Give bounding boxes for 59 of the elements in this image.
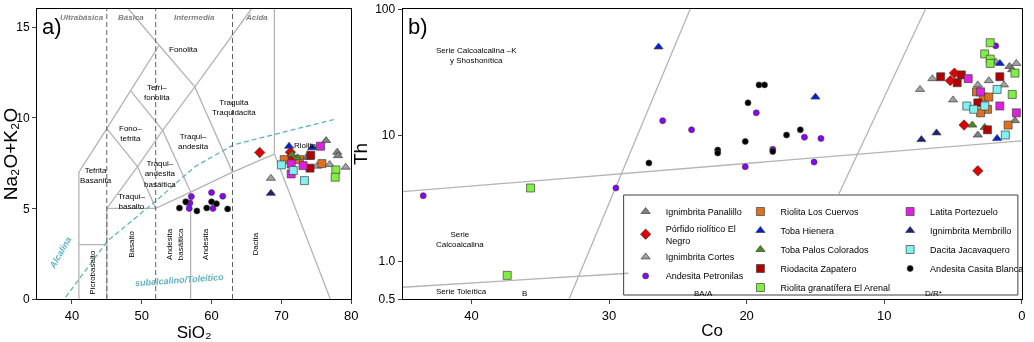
y-axis-title: Th <box>350 142 371 166</box>
legend-label: Ignimbrita Panalillo <box>665 207 742 218</box>
legend-label: Ignimbrita Cortes <box>665 252 735 263</box>
annotation: Serie Calcoalcalina <box>436 230 485 250</box>
annotation: Serie Calcoalcalina –K y Shoshonítica <box>436 46 518 66</box>
y-tick-label: 0 <box>22 292 30 307</box>
legend-label: Riolita Los Cuervos <box>780 207 859 218</box>
x-tick-label: 60 <box>204 307 219 323</box>
annotation: Ultrabásica <box>60 13 104 22</box>
x-tick-label: 80 <box>344 307 359 323</box>
annotation: Basalto <box>126 230 136 258</box>
x-tick-label: 50 <box>134 307 149 323</box>
legend-label: Ignimbrita Membrillo <box>930 226 1012 237</box>
legend-label: Andesita Petronilas <box>665 271 744 282</box>
x-tick-label: 0 <box>1018 307 1026 323</box>
x-tick-label: 70 <box>274 307 289 323</box>
x-tick-label: 40 <box>64 307 80 323</box>
y-tick-label: 5 <box>22 201 30 216</box>
x-tick-label: 30 <box>601 307 617 323</box>
legend-label: Toba Hienera <box>780 226 834 237</box>
x-tick-label: 40 <box>464 307 479 323</box>
x-axis-title: SiO₂ <box>176 322 212 342</box>
y-tick-label: 10 <box>381 128 396 143</box>
annotation: Fono– tefrita <box>119 124 143 144</box>
y-tick-label: 15 <box>16 20 30 35</box>
y-tick-label: 1.0 <box>378 254 396 269</box>
annotation: Traquita Traquidacita <box>212 98 257 118</box>
y-tick-label: 100 <box>375 2 396 17</box>
annotation: Tefrita Basanita <box>80 166 112 186</box>
legend-label: Toba Palos Colorados <box>780 245 869 256</box>
annotation: subalcalino/Toleítico <box>134 271 225 289</box>
annotation: Dacita <box>250 232 260 256</box>
x-axis-title: Co <box>701 321 724 340</box>
annotation: Tefri– fonolita <box>144 83 171 103</box>
annotation: Traqui– andesita <box>178 132 209 152</box>
annotation: Básica <box>118 13 145 22</box>
annotation: D/R* <box>925 289 942 298</box>
annotation: Fonolita <box>169 45 199 54</box>
annotation: Andesita basáltica <box>165 228 185 261</box>
legend-label: Andesita Casita Blanca <box>930 264 1024 275</box>
y-tick-label: 0.5 <box>378 292 396 307</box>
annotation: B <box>522 289 528 298</box>
annotation: Traqui– basalto <box>118 192 146 212</box>
legend-label: Dacita Jacavaquero <box>930 245 1010 256</box>
annotation: BA/A <box>694 289 713 298</box>
legend-label: Riodacita Zapatero <box>780 264 857 275</box>
annotation: Andesita <box>201 228 211 260</box>
x-tick-label: 10 <box>877 307 892 323</box>
legend-label: Riolita granatífera El Arenal <box>780 283 890 294</box>
annotation: b) <box>408 14 428 39</box>
annotation: Riolita <box>294 141 317 150</box>
annotation: Ácida <box>245 13 269 22</box>
annotation: Traqui– andesita basáltica <box>144 159 177 189</box>
annotation: Picrobasalto <box>88 250 98 295</box>
annotation: Serie Toleítica <box>436 287 487 296</box>
x-tick-label: 20 <box>739 307 754 323</box>
legend-label: Latita Portezuelo <box>930 207 998 218</box>
annotation: Intermedia <box>174 13 216 22</box>
legend-label: Pórfido riolítico El Negro <box>665 223 736 246</box>
